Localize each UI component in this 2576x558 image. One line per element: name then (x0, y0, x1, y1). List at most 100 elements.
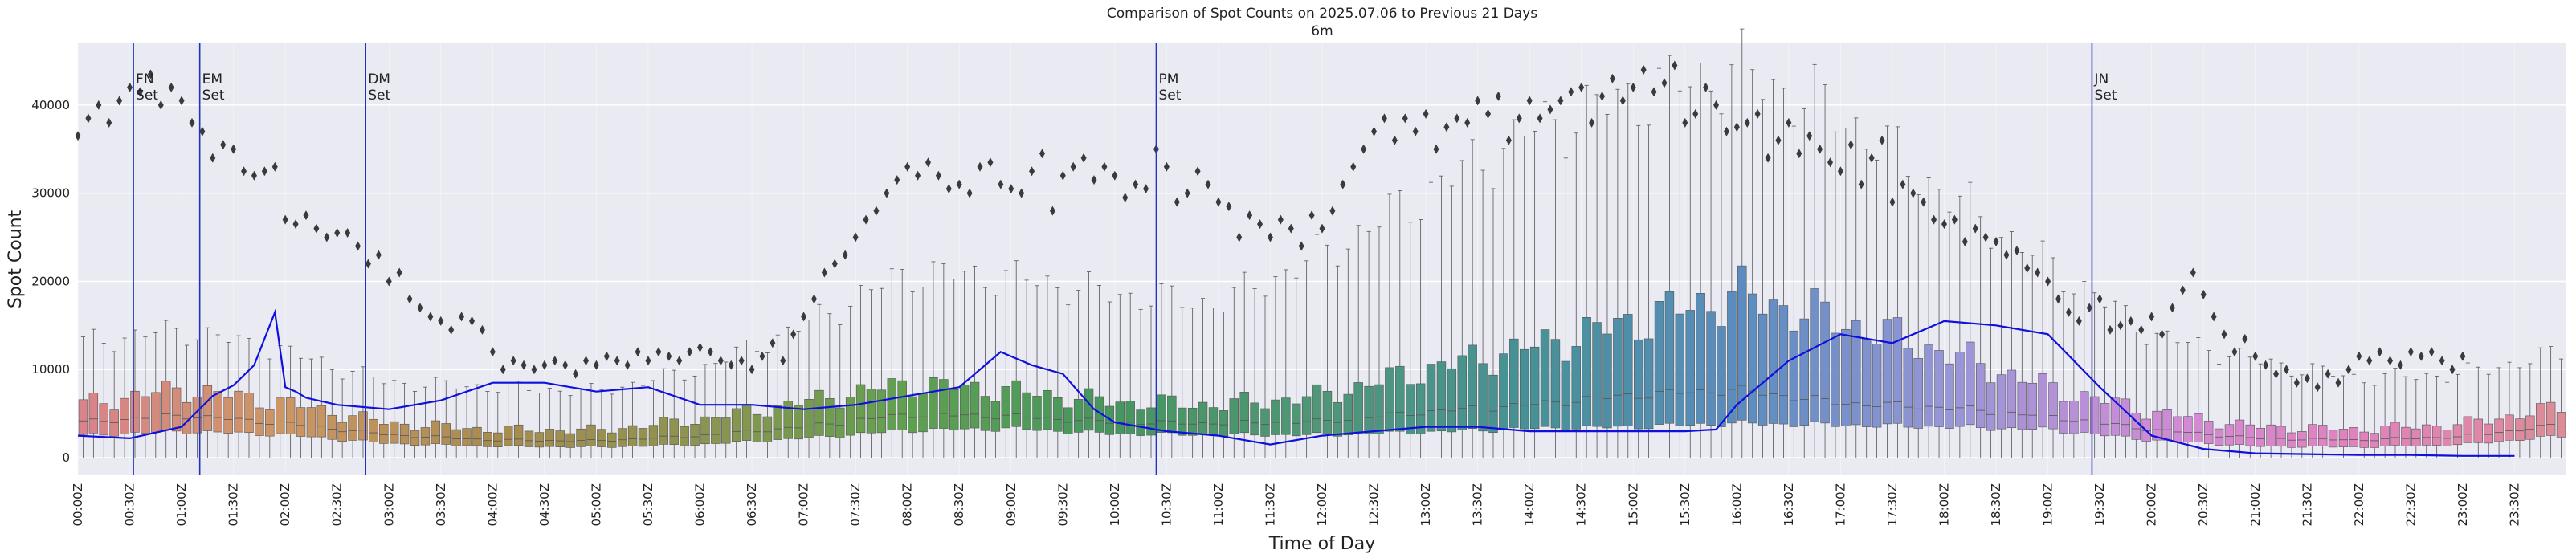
box (2515, 367, 2525, 458)
outlier-point (1091, 175, 1097, 185)
outlier-point (2387, 356, 2394, 366)
outlier-point (801, 312, 807, 322)
box-body (866, 389, 876, 434)
x-tick-label: 07:00Z (797, 483, 811, 527)
box-body (1945, 363, 1954, 429)
outlier-point (541, 360, 548, 370)
box (1892, 126, 1903, 458)
outlier-point (738, 356, 745, 366)
box (1924, 177, 1933, 458)
box-body (1996, 374, 2007, 430)
box-body (1104, 405, 1115, 435)
box (265, 358, 275, 458)
box-body (1157, 394, 1166, 433)
y-axis-ticks: 0 10000 20000 30000 40000 (31, 98, 70, 465)
box-body (1043, 389, 1052, 430)
outlier-point (448, 324, 455, 335)
box (1415, 219, 1426, 458)
outlier-point (987, 157, 994, 168)
box (1654, 67, 1664, 458)
y-axis-label: Spot Count (6, 210, 26, 308)
box-body (1063, 407, 1073, 434)
outlier-point (697, 342, 703, 352)
box (918, 287, 928, 458)
box-body (2162, 409, 2172, 441)
x-tick-label: 05:00Z (589, 483, 603, 527)
outlier-point (406, 294, 413, 304)
box-body (151, 392, 161, 433)
box-body (2048, 382, 2058, 430)
box-body (441, 423, 451, 445)
box-body (1301, 396, 1312, 435)
box (2069, 293, 2079, 458)
x-tick-label: 23:00Z (2456, 483, 2470, 527)
box-body (648, 425, 659, 446)
outlier-point (1464, 117, 1471, 128)
box (897, 269, 907, 458)
outlier-point (852, 232, 859, 242)
box (2317, 365, 2328, 458)
box-body (369, 418, 378, 442)
box (814, 303, 824, 458)
box-body (908, 396, 917, 434)
box (1146, 305, 1156, 458)
x-tick-label: 00:30Z (123, 483, 137, 527)
outlier-point (157, 100, 164, 110)
box (669, 369, 679, 458)
box-body (141, 396, 150, 434)
box (721, 361, 731, 458)
box-body (202, 385, 213, 431)
outlier-point (271, 161, 278, 172)
outlier-point (1858, 179, 1864, 189)
box (2494, 367, 2504, 458)
outlier-point (1475, 96, 1481, 106)
box (1043, 275, 1052, 458)
outlier-point (459, 312, 465, 322)
outlier-point (500, 365, 506, 375)
box-body (1841, 328, 1851, 426)
box (1986, 247, 1996, 458)
set-marker-label: Set (1158, 88, 1181, 104)
box-body (2463, 416, 2473, 443)
box (171, 328, 182, 458)
box-body (2007, 369, 2017, 429)
outlier-point (966, 188, 973, 198)
outlier-point (2159, 329, 2166, 340)
outlier-point (831, 259, 838, 269)
outlier-point (1505, 135, 1512, 145)
x-tick-label: 18:30Z (1989, 483, 2003, 527)
box (2224, 356, 2235, 458)
box-body (783, 401, 793, 439)
box (1333, 265, 1343, 458)
box (2431, 375, 2442, 458)
box-body (1260, 408, 1270, 437)
y-tick-label: 30000 (31, 186, 70, 201)
x-tick-label: 11:30Z (1263, 483, 1277, 527)
box (524, 390, 534, 458)
box (2059, 291, 2068, 458)
outlier-point (1796, 149, 1802, 159)
outlier-point (1340, 179, 1346, 189)
box (192, 339, 202, 458)
outlier-point (873, 206, 880, 216)
box-body (431, 420, 441, 444)
box (1167, 285, 1177, 458)
box-body (545, 429, 555, 447)
box-body (918, 393, 928, 433)
outlier-point (635, 347, 641, 357)
box-body (1851, 320, 1861, 426)
box-body (1457, 355, 1467, 430)
x-tick-label: 13:30Z (1471, 483, 1485, 527)
box (970, 265, 980, 458)
box (1094, 285, 1104, 458)
box-body (99, 403, 108, 436)
box-body (2297, 431, 2307, 448)
outlier-point (1319, 223, 1325, 234)
outlier-point (655, 347, 662, 357)
box (825, 313, 835, 458)
box (2349, 373, 2359, 458)
x-tick-label: 09:30Z (1055, 483, 1070, 527)
box-body (2328, 430, 2338, 448)
box-body (1353, 382, 1363, 434)
outlier-point (676, 356, 683, 366)
